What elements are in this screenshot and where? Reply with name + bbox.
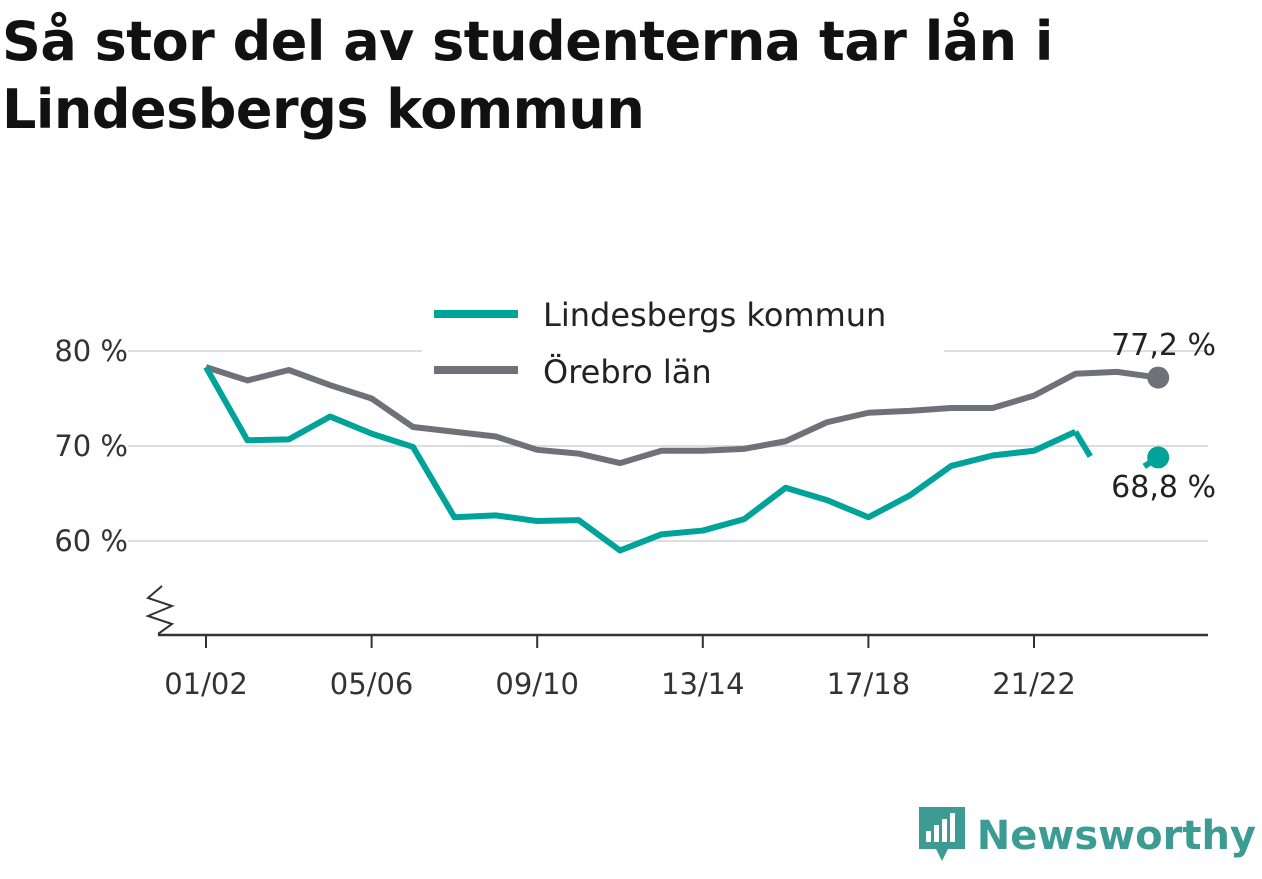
axis-break: [145, 585, 175, 635]
x-tick-label: 01/02: [164, 667, 248, 701]
end-point-orebro: [1147, 366, 1170, 389]
y-tick-label: 60 %: [54, 524, 128, 558]
series-line-lindesbergs: [203, 365, 1077, 554]
y-axis-labels: 60 % 70 % 80 %: [54, 334, 128, 558]
end-label-lindesbergs: 68,8 %: [1111, 470, 1216, 505]
newsworthy-wordmark: Newsworthy: [976, 813, 1256, 859]
newsworthy-brand: Newsworthy: [917, 805, 1256, 867]
x-axis: 01/02 05/06 09/10 13/14 17/18 21/22: [158, 633, 1208, 701]
legend-label-orebro: Örebro län: [543, 353, 712, 391]
legend: Lindesbergs kommun Örebro län: [422, 288, 944, 398]
x-tick-label: 05/06: [330, 667, 414, 701]
axis-break-zigzag: [145, 585, 175, 635]
legend-label-lindesbergs: Lindesbergs kommun: [543, 296, 886, 334]
y-tick-label: 70 %: [54, 429, 128, 463]
series-line-orebro: [205, 364, 1159, 467]
x-tick-label: 17/18: [827, 667, 911, 701]
chart-title: Så stor del av studenterna tar lån i Lin…: [2, 10, 1053, 141]
newsworthy-logo-icon: [917, 805, 967, 867]
series-layer: [203, 364, 1170, 554]
legend-background: [422, 288, 944, 398]
x-tick-label: 13/14: [661, 667, 745, 701]
x-tick-label: 09/10: [495, 667, 579, 701]
end-label-orebro: 77,2 %: [1111, 328, 1216, 363]
y-tick-label: 80 %: [54, 334, 128, 368]
end-labels: 77,2 % 68,8 %: [1111, 328, 1216, 505]
series-line-lindesbergs-gap: [1072, 430, 1093, 458]
x-tick-label: 21/22: [992, 667, 1076, 701]
end-point-lindesbergs: [1147, 446, 1170, 469]
